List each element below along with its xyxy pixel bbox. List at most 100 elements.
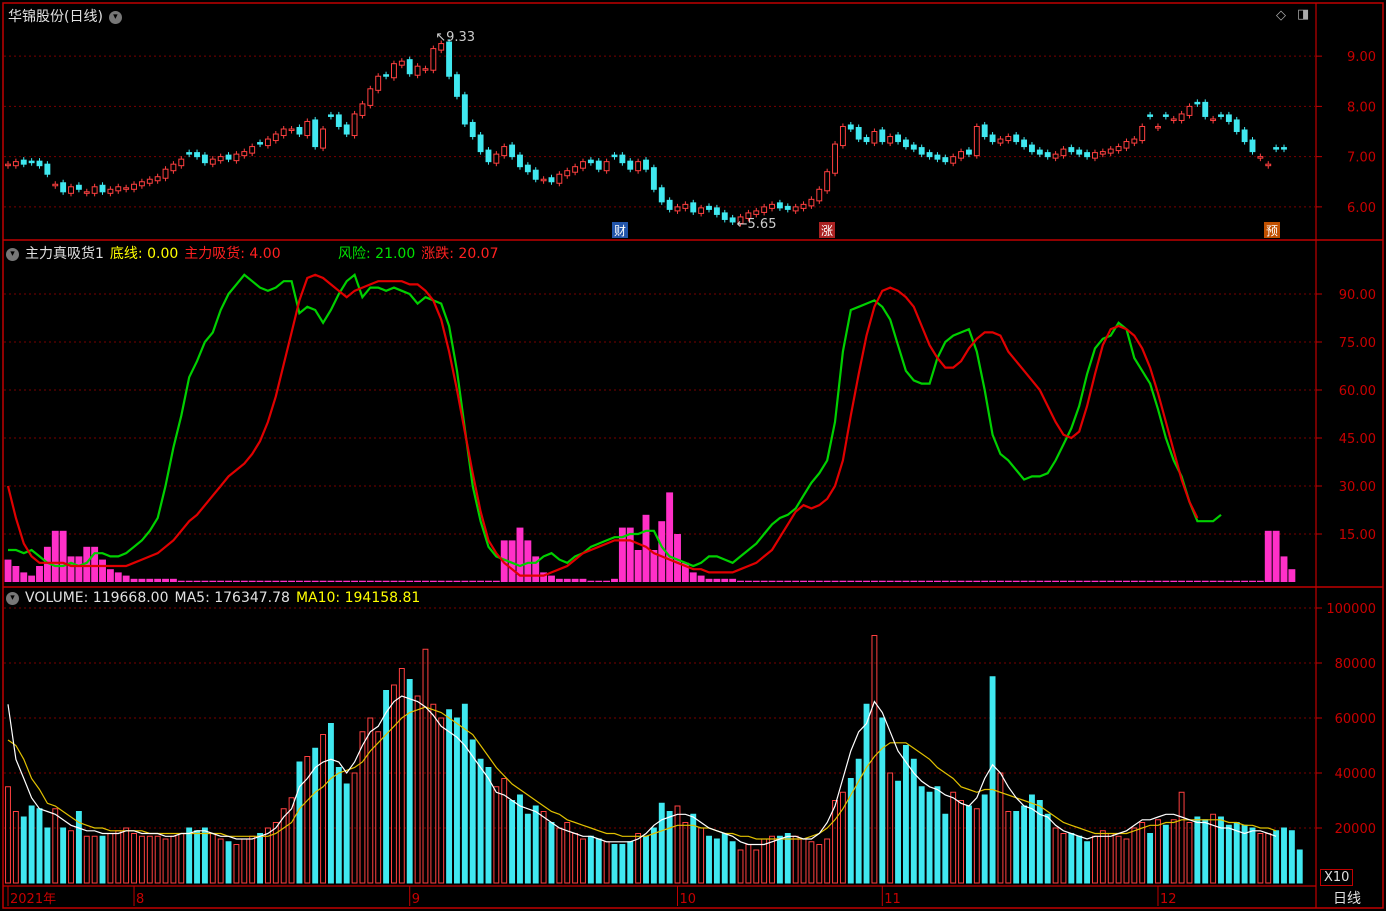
candle-down xyxy=(296,126,303,135)
volume-bar-down xyxy=(729,841,736,884)
candle-up xyxy=(170,163,177,172)
volume-bar-up xyxy=(391,684,397,884)
xihuo-bar xyxy=(335,580,343,582)
candle-up xyxy=(997,138,1004,144)
volume-bar-up xyxy=(792,835,799,884)
xihuo-bar xyxy=(1162,580,1170,582)
candle-up xyxy=(304,120,311,137)
ma5-line xyxy=(7,695,1277,846)
volume-bar-up xyxy=(1170,819,1177,884)
indicator-panel[interactable] xyxy=(4,272,1296,582)
candle-up xyxy=(107,188,114,194)
xihuo-bar xyxy=(51,530,59,582)
candle-up xyxy=(761,206,768,213)
vol-label-volume: VOLUME: 119668.00 xyxy=(25,590,169,606)
x10-badge[interactable]: X10 xyxy=(1320,869,1354,886)
price-panel[interactable]: ↖9.33 ←5.65 财 涨 预 xyxy=(5,30,1287,238)
xihuo-bar xyxy=(461,580,469,582)
vol-label-ma10: MA10: 194158.81 xyxy=(295,590,421,606)
candle-up xyxy=(209,158,216,165)
volume-bar-up xyxy=(958,800,965,884)
candle-down xyxy=(784,205,791,210)
volume-bar-up xyxy=(178,833,185,884)
candle-up xyxy=(816,188,823,202)
xihuo-bar xyxy=(1075,580,1083,582)
volume-bar-up xyxy=(832,800,838,884)
candle-up xyxy=(1060,148,1067,157)
candle-up xyxy=(391,63,397,79)
candle-down xyxy=(1241,129,1248,143)
volume-bar-up xyxy=(824,838,831,884)
xihuo-bar xyxy=(225,580,232,582)
xihuo-bar xyxy=(792,580,800,582)
volume-bar-up xyxy=(556,827,563,884)
candle-down xyxy=(650,167,657,190)
candle-up xyxy=(280,128,287,137)
volume-bar-up xyxy=(170,835,177,884)
volume-bar-down xyxy=(989,676,996,884)
candle-down xyxy=(910,144,917,150)
xihuo-bar xyxy=(477,580,485,582)
volume-bar-up xyxy=(1099,830,1106,884)
candle-down xyxy=(1084,152,1091,158)
volume-tick-label: 100000 xyxy=(1326,602,1376,617)
chevron-down-icon[interactable]: ▾ xyxy=(6,591,19,605)
candle-down xyxy=(517,154,523,168)
candle-down xyxy=(1068,147,1075,153)
candle-down xyxy=(690,202,697,213)
xihuo-bar xyxy=(949,580,957,582)
candle-up xyxy=(115,186,122,192)
chevron-down-icon[interactable]: ▾ xyxy=(6,247,19,261)
volume-bar-up xyxy=(138,835,145,884)
candle-down xyxy=(1147,114,1154,117)
volume-bar-up xyxy=(698,827,705,884)
volume-bar-up xyxy=(761,838,768,884)
volume-bar-up xyxy=(1139,822,1146,884)
xihuo-bar xyxy=(485,580,492,582)
xihuo-bar xyxy=(398,580,406,582)
xihuo-bar xyxy=(492,580,500,582)
volume-bar-up xyxy=(950,791,957,884)
volume-bar-down xyxy=(1021,805,1028,884)
candle-up xyxy=(737,216,744,224)
candle-down xyxy=(1194,101,1201,105)
xihuo-bar xyxy=(563,578,571,582)
candle-down xyxy=(1076,149,1083,155)
xihuo-bar xyxy=(382,580,390,582)
volume-bar-down xyxy=(548,822,555,884)
volume-bar-down xyxy=(327,723,334,884)
xihuo-bar xyxy=(146,578,154,582)
xihuo-bar xyxy=(12,566,20,582)
diamond-icon[interactable]: ◇ xyxy=(1276,8,1286,23)
period-label[interactable]: 日线 xyxy=(1333,891,1361,907)
xihuo-bar xyxy=(99,559,106,582)
volume-bar-up xyxy=(839,791,846,884)
volume-bar-up xyxy=(241,838,248,884)
candle-up xyxy=(792,206,799,212)
panel-toggle-icon[interactable]: ◨ xyxy=(1297,7,1310,22)
candle-up xyxy=(162,168,169,179)
candle-down xyxy=(225,154,232,160)
volume-bar-down xyxy=(477,758,484,884)
volume-panel[interactable] xyxy=(5,635,1303,884)
candle-up xyxy=(233,153,240,162)
chevron-down-icon[interactable]: ▾ xyxy=(108,10,122,24)
xihuo-bar xyxy=(658,521,666,582)
xihuo-bar xyxy=(1288,569,1296,582)
xihuo-bar xyxy=(689,572,697,582)
candle-down xyxy=(965,149,972,155)
candle-up xyxy=(241,151,248,157)
xihuo-bar xyxy=(1012,580,1020,582)
candle-up xyxy=(1210,118,1217,121)
candle-down xyxy=(383,74,390,77)
x-tick-label: 2021年 xyxy=(10,892,56,907)
xihuo-bar xyxy=(902,580,910,582)
xihuo-bar xyxy=(114,572,122,582)
x-tick-label: 11 xyxy=(884,892,901,907)
volume-bar-up xyxy=(375,731,382,884)
volume-bar-down xyxy=(918,786,925,884)
candle-down xyxy=(658,187,665,203)
volume-bar-down xyxy=(36,808,43,884)
xihuo-bar xyxy=(910,580,918,582)
